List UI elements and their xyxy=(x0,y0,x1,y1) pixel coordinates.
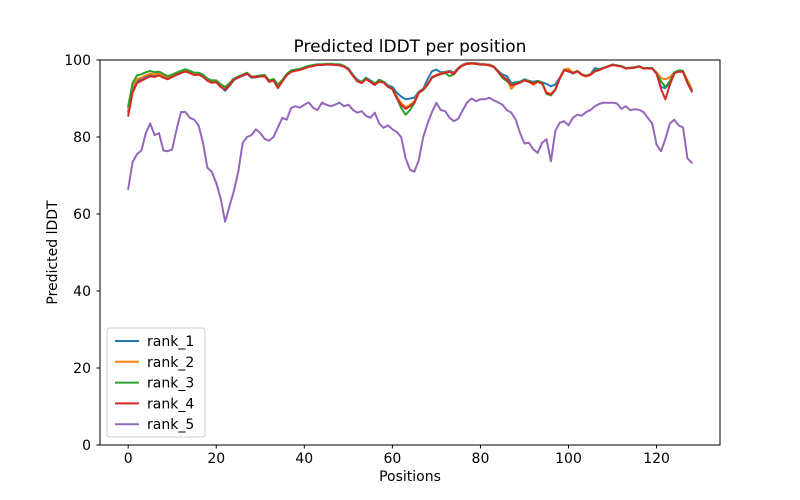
y-tick-label: 20 xyxy=(73,361,91,377)
legend-label-rank_4: rank_4 xyxy=(147,396,194,412)
legend: rank_1 rank_2 rank_3 rank_4 rank_5 xyxy=(106,327,206,438)
y-axis-label: Predicted lDDT xyxy=(45,200,61,305)
series-line-rank_4 xyxy=(127,62,693,117)
legend-label-rank_1: rank_1 xyxy=(147,334,194,350)
x-tick-label: 100 xyxy=(555,451,582,467)
series-line-rank_5 xyxy=(127,96,693,223)
y-tick-label: 100 xyxy=(64,53,91,69)
y-tick-label: 60 xyxy=(73,207,91,223)
chart-title: Predicted lDDT per position xyxy=(294,37,527,57)
y-tick-label: 0 xyxy=(82,438,91,454)
legend-label-rank_3: rank_3 xyxy=(147,376,194,392)
x-axis-label: Positions xyxy=(379,469,441,485)
x-tick-label: 0 xyxy=(124,451,133,467)
y-axis-ticks: 0 20 40 60 80 100 xyxy=(64,53,100,454)
x-axis-ticks: 0 20 40 60 80 100 120 xyxy=(124,445,670,467)
x-tick-label: 120 xyxy=(643,451,670,467)
plot-spines xyxy=(99,59,721,446)
y-tick-label: 80 xyxy=(73,130,91,146)
legend-label-rank_2: rank_2 xyxy=(147,355,194,371)
x-tick-label: 80 xyxy=(472,451,490,467)
legend-frame xyxy=(106,327,206,438)
legend-label-rank_5: rank_5 xyxy=(147,417,194,433)
x-tick-label: 20 xyxy=(207,451,225,467)
series-lines xyxy=(127,62,693,223)
y-tick-label: 40 xyxy=(73,284,91,300)
x-tick-label: 60 xyxy=(383,451,401,467)
x-tick-label: 40 xyxy=(295,451,313,467)
